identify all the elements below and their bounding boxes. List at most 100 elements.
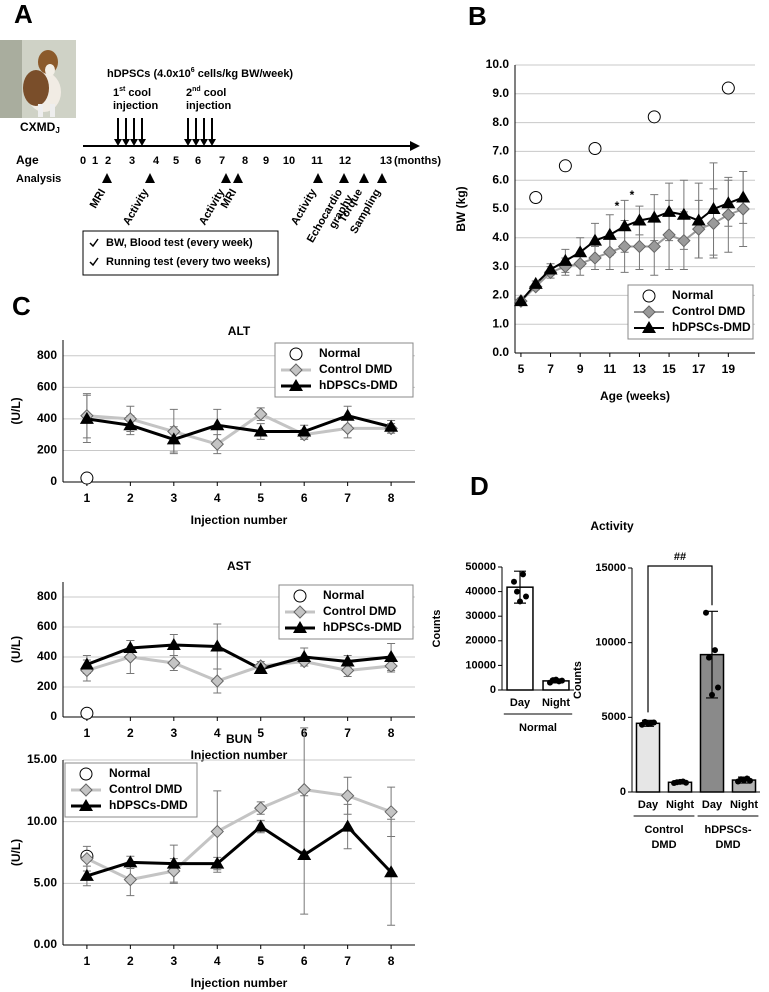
x-tick-label: Night	[542, 697, 570, 709]
marker	[254, 801, 268, 815]
marker	[736, 190, 751, 203]
group-label: Normal	[519, 722, 557, 734]
marker	[79, 799, 93, 811]
marker	[340, 663, 355, 678]
x-tick-label: 5	[257, 491, 264, 505]
y-axis-title: Counts	[431, 610, 443, 648]
data-point	[559, 677, 565, 684]
marker	[573, 245, 588, 258]
y-tick-label: 30000	[465, 610, 496, 622]
marker	[662, 204, 677, 217]
age-tick: 5	[173, 155, 179, 167]
age-tick: 13	[380, 155, 392, 167]
age-tick: 4	[153, 155, 160, 167]
x-tick-label: 1	[84, 726, 91, 740]
y-axis-title: Counts	[572, 661, 584, 699]
marker	[706, 202, 721, 214]
marker	[289, 347, 303, 361]
marker	[676, 207, 691, 220]
data-point	[703, 609, 709, 616]
panel-label: B	[468, 1, 487, 31]
marker	[384, 805, 398, 819]
marker	[166, 432, 181, 445]
data-point	[523, 593, 529, 600]
marker	[632, 239, 647, 254]
series-line	[520, 208, 744, 302]
analysis-marker	[377, 173, 387, 183]
age-tick: 6	[195, 155, 201, 167]
legend-label: Normal	[323, 588, 364, 602]
x-tick-label: 15	[662, 362, 676, 376]
x-tick-label: 19	[722, 362, 736, 376]
injection-label: 2nd cool	[186, 86, 226, 99]
legend-label: hDPSCs-DMD	[319, 378, 398, 392]
marker	[340, 654, 355, 667]
chart-title: AST	[227, 559, 252, 573]
annotation: *	[630, 188, 635, 202]
marker	[297, 424, 312, 437]
age-tick: 10	[283, 155, 295, 167]
y-tick-label: 0	[50, 474, 57, 488]
marker	[721, 196, 736, 209]
marker	[677, 233, 691, 248]
data-point	[706, 654, 712, 661]
analysis-line: Activity	[121, 186, 152, 227]
marker	[647, 110, 661, 124]
marker	[293, 621, 307, 633]
x-tick-label: 3	[170, 954, 177, 968]
age-tick: 9	[263, 155, 269, 167]
y-tick-label: 4.0	[492, 230, 509, 244]
marker	[642, 321, 656, 333]
marker	[340, 421, 355, 436]
marker	[167, 656, 181, 670]
analysis-marker	[145, 173, 155, 183]
y-tick-label: 800	[37, 348, 57, 362]
data-point	[651, 719, 657, 726]
annotation: ##	[674, 551, 686, 563]
marker	[617, 219, 632, 232]
chart-title: ALT	[228, 324, 251, 338]
marker	[384, 419, 399, 432]
injection-label: 1st cool	[113, 86, 151, 99]
series-line	[86, 655, 392, 683]
data-point	[741, 777, 747, 784]
marker	[297, 650, 312, 662]
marker	[691, 222, 706, 236]
y-tick-label: 5000	[602, 711, 626, 723]
marker	[513, 294, 528, 307]
x-tick-label: 17	[692, 362, 706, 376]
dose-label: hDPSCs (4.0x106 cells/kg BW/week)	[107, 67, 293, 80]
y-tick-label: 0.0	[492, 345, 509, 359]
age-tick: 1	[92, 155, 98, 167]
marker	[384, 659, 398, 673]
age-tick: 12	[339, 155, 351, 167]
marker	[210, 674, 224, 688]
legend-label: hDPSCs-DMD	[323, 620, 402, 634]
x-tick-label: Day	[510, 697, 531, 709]
age-tick: 8	[242, 155, 248, 167]
marker	[210, 437, 224, 451]
analysis-marker	[221, 173, 231, 183]
data-point	[520, 571, 526, 578]
marker	[293, 589, 307, 603]
data-point	[683, 779, 689, 786]
series-line	[86, 788, 392, 882]
y-tick-label: 5.0	[492, 201, 509, 215]
marker	[528, 276, 543, 289]
injection-label: injection	[113, 100, 159, 112]
marker	[340, 819, 355, 832]
y-tick-label: 5.00	[34, 876, 58, 890]
marker	[691, 213, 706, 226]
age-unit: (months)	[394, 155, 441, 167]
x-tick-label: 7	[547, 362, 554, 376]
marker	[210, 824, 224, 839]
chart-title: BUN	[226, 732, 252, 746]
timeline: CXMDJ hDPSCs (4.0x106 cells/kg BW/week) …	[0, 40, 441, 276]
y-tick-label: 6.0	[492, 172, 509, 186]
x-axis-title: Injection number	[191, 748, 288, 762]
note: Running test (every two weeks)	[106, 256, 271, 268]
x-tick-label: 7	[344, 954, 351, 968]
x-tick-label: 7	[344, 726, 351, 740]
marker	[543, 262, 558, 275]
